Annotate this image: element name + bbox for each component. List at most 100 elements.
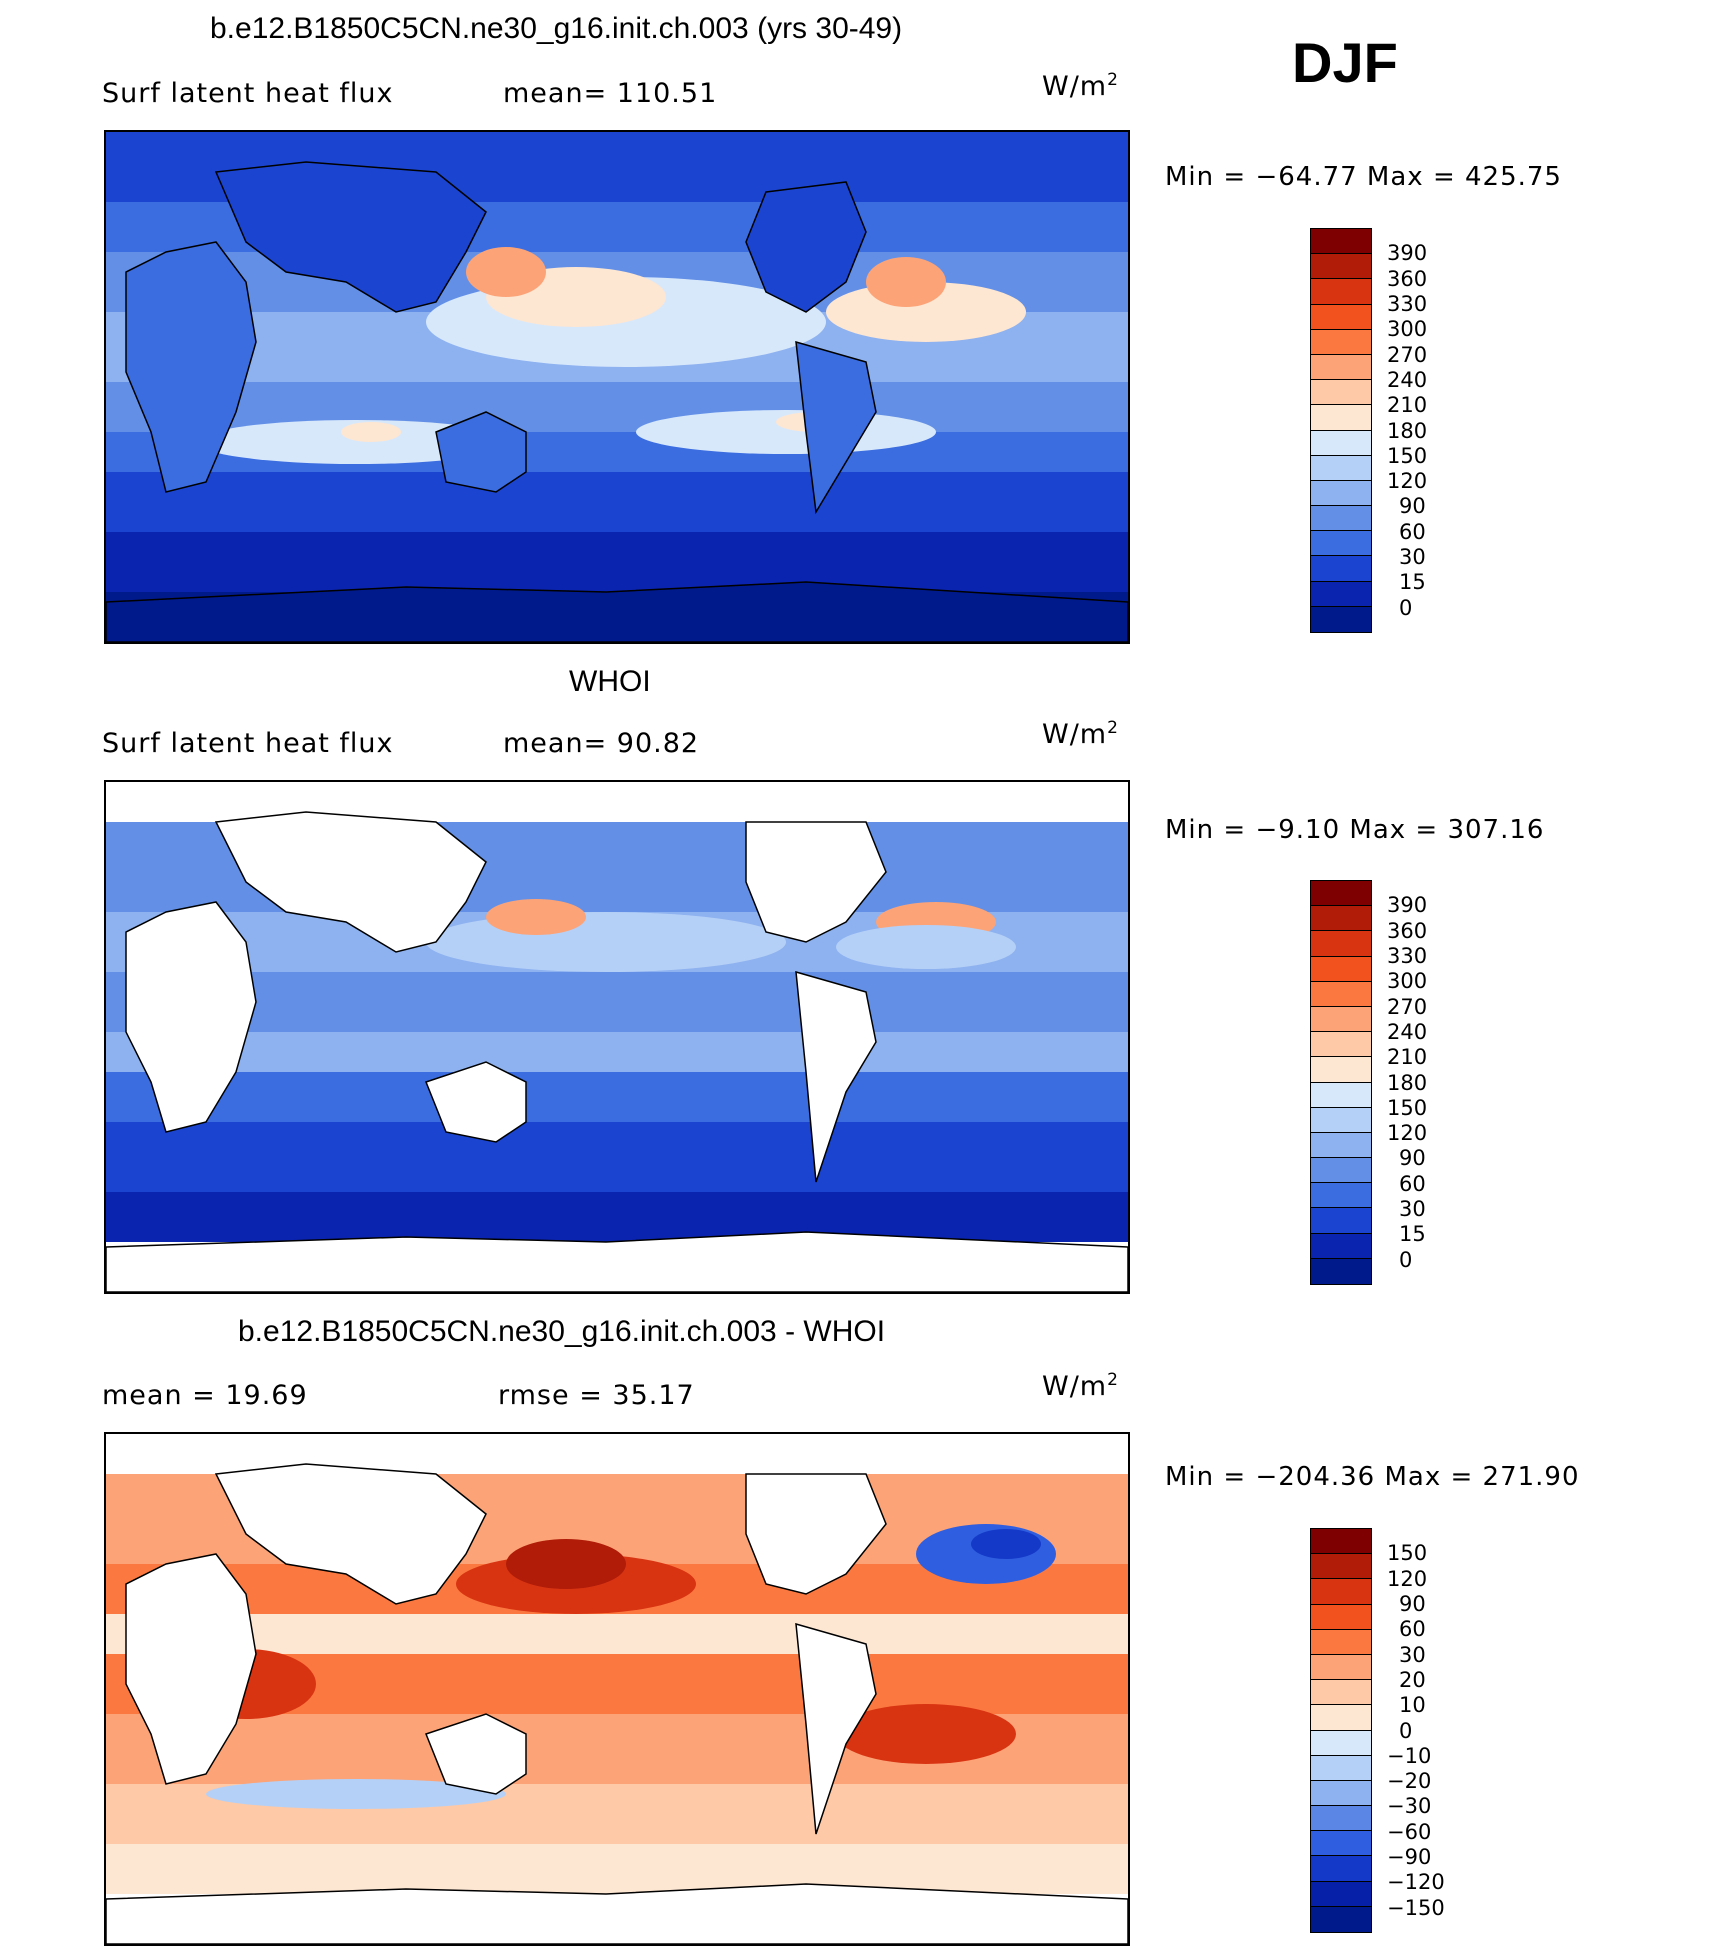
colorbar-segment [1311, 1529, 1371, 1555]
colorbar-tick-label: −60 [1387, 1819, 1432, 1844]
panel1-units: W/m2 [1042, 70, 1119, 102]
colorbar-tick-label: −20 [1387, 1769, 1432, 1794]
panel2-map [104, 780, 1130, 1294]
colorbar-segment [1311, 1258, 1371, 1284]
colorbar-tick-label: 60 [1399, 1617, 1426, 1642]
colorbar-segment [1311, 1730, 1371, 1756]
colorbar-tick-label: 390 [1387, 893, 1428, 918]
colorbar-segment [1311, 881, 1371, 907]
colorbar-segment [1311, 531, 1371, 557]
colorbar-segment [1311, 981, 1371, 1007]
colorbar-tick-label: 0 [1399, 595, 1413, 620]
panel2-units: W/m2 [1042, 718, 1119, 750]
colorbar-tick-label: 150 [1387, 1095, 1428, 1120]
colorbar-segment [1311, 556, 1371, 582]
colorbar-segment [1311, 1132, 1371, 1159]
colorbar-tick-label: 90 [1399, 1591, 1426, 1616]
colorbar-tick-label: 270 [1387, 342, 1428, 367]
colorbar-tick-label: −150 [1387, 1895, 1445, 1920]
colorbar-segment [1311, 956, 1371, 982]
colorbar-segment [1311, 329, 1371, 355]
colorbar-segment [1311, 1579, 1371, 1605]
colorbar-segment [1311, 1604, 1371, 1630]
colorbar-segment [1311, 405, 1371, 431]
colorbar-segment [1311, 1006, 1371, 1033]
panel3-mean: mean = 19.69 [102, 1380, 308, 1411]
colorbar-segment [1311, 1881, 1371, 1907]
panel3-map [104, 1432, 1130, 1946]
colorbar-segment [1311, 606, 1371, 632]
panel3-map-field [106, 1434, 1128, 1944]
colorbar-segment [1311, 1629, 1371, 1655]
colorbar-tick-label: −30 [1387, 1794, 1432, 1819]
colorbar-segment [1311, 1680, 1371, 1706]
panel1-mean: mean= 110.51 [503, 78, 718, 109]
panel2-minmax: Min = −9.10 Max = 307.16 [1165, 815, 1545, 845]
panel1-minmax: Min = −64.77 Max = 425.75 [1165, 162, 1562, 192]
panel3-units: W/m2 [1042, 1370, 1119, 1402]
colorbar-tick-label: 300 [1387, 317, 1428, 342]
panel3-minmax: Min = −204.36 Max = 271.90 [1165, 1462, 1580, 1492]
colorbar-segment [1311, 1082, 1371, 1108]
colorbar-tick-label: 15 [1399, 570, 1426, 595]
panel2-title: WHOI [569, 665, 651, 698]
colorbar-segment [1311, 430, 1371, 456]
colorbar-segment [1311, 1831, 1371, 1857]
colorbar-tick-label: 120 [1387, 1121, 1428, 1146]
colorbar-segment [1311, 1780, 1371, 1807]
colorbar-segment [1311, 254, 1371, 280]
colorbar-tick-label: 90 [1399, 494, 1426, 519]
colorbar-tick-label: 180 [1387, 418, 1428, 443]
colorbar-tick-label: −90 [1387, 1845, 1432, 1870]
colorbar-segment [1311, 354, 1371, 381]
colorbar-tick-label: 240 [1387, 367, 1428, 392]
colorbar-tick-label: 60 [1399, 1171, 1426, 1196]
colorbar-tick-label: 0 [1399, 1718, 1413, 1743]
colorbar-tick-label: 390 [1387, 241, 1428, 266]
colorbar-segment [1311, 1806, 1371, 1832]
colorbar-tick-label: 330 [1387, 291, 1428, 316]
colorbar-tick-label: −10 [1387, 1743, 1432, 1768]
colorbar-segment [1311, 304, 1371, 330]
colorbar-segment [1311, 1233, 1371, 1259]
panel1-title: b.e12.B1850C5CN.ne30_g16.init.ch.003 (yr… [210, 12, 903, 45]
panel3-colorbar [1310, 1528, 1372, 1933]
colorbar-tick-label: 300 [1387, 969, 1428, 994]
panel1-map [104, 130, 1130, 644]
panel2-mean: mean= 90.82 [503, 728, 700, 759]
colorbar-segment [1311, 931, 1371, 957]
colorbar-tick-label: 150 [1387, 1541, 1428, 1566]
colorbar-tick-label: 0 [1399, 1247, 1413, 1272]
colorbar-tick-label: 30 [1399, 1642, 1426, 1667]
colorbar-tick-label: 30 [1399, 1197, 1426, 1222]
colorbar-tick-label: 180 [1387, 1070, 1428, 1095]
colorbar-tick-label: 210 [1387, 1045, 1428, 1070]
colorbar-tick-label: 240 [1387, 1019, 1428, 1044]
colorbar-tick-label: 90 [1399, 1146, 1426, 1171]
panel1-variable: Surf latent heat flux [102, 78, 394, 109]
colorbar-segment [1311, 906, 1371, 932]
colorbar-tick-label: 60 [1399, 519, 1426, 544]
colorbar-tick-label: 120 [1387, 469, 1428, 494]
season-label: DJF [1292, 31, 1398, 94]
colorbar-segment [1311, 506, 1371, 532]
colorbar-segment [1311, 229, 1371, 255]
colorbar-tick-label: 150 [1387, 443, 1428, 468]
colorbar-segment [1311, 1906, 1371, 1932]
panel2-map-field [106, 782, 1128, 1292]
colorbar-segment [1311, 1158, 1371, 1184]
colorbar-tick-label: 360 [1387, 918, 1428, 943]
colorbar-segment [1311, 480, 1371, 507]
colorbar-tick-label: 30 [1399, 545, 1426, 570]
colorbar-segment [1311, 1183, 1371, 1209]
panel1-map-field [106, 132, 1128, 642]
panel2-variable: Surf latent heat flux [102, 728, 394, 759]
colorbar-segment [1311, 1856, 1371, 1882]
colorbar-tick-label: 15 [1399, 1222, 1426, 1247]
colorbar-tick-label: 10 [1399, 1693, 1426, 1718]
colorbar-tick-label: 270 [1387, 994, 1428, 1019]
colorbar-segment [1311, 1554, 1371, 1580]
colorbar-segment [1311, 1705, 1371, 1731]
colorbar-segment [1311, 581, 1371, 607]
colorbar-segment [1311, 1654, 1371, 1681]
